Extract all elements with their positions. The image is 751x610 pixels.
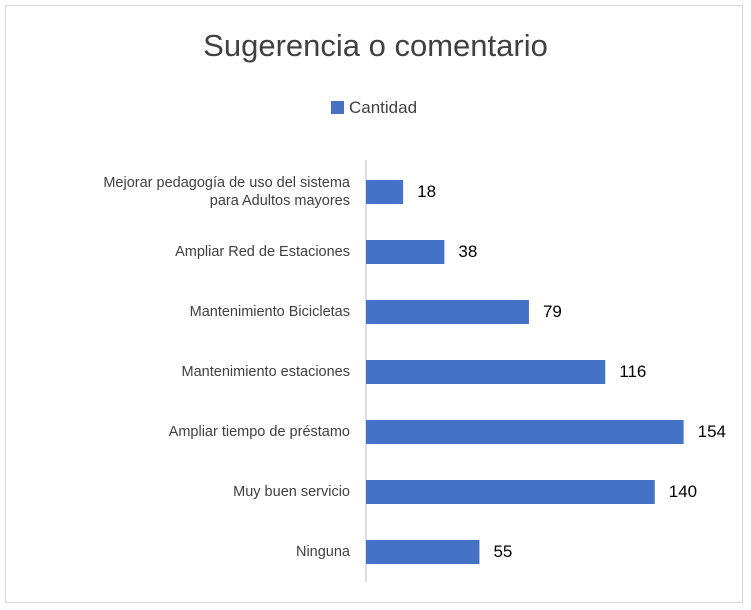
y-tick-label: Mantenimiento estaciones [181,364,350,380]
bar [366,420,684,444]
bar [366,300,529,324]
bar [366,180,404,204]
y-tick-label: Ninguna [295,544,350,560]
chart-frame [5,5,743,603]
bar [366,480,655,504]
legend-swatch [331,101,344,114]
bar [366,360,606,384]
y-tick-label: Ampliar Red de Estaciones [175,244,350,260]
legend-label: Cantidad [349,98,418,117]
bar [366,540,480,564]
data-label: 79 [542,302,562,321]
chart-title: Sugerencia o comentario [203,28,548,63]
y-tick-label: Muy buen servicio [233,484,350,500]
data-label: 154 [697,422,726,441]
data-label: 116 [619,362,647,381]
y-tick-label: Mejorar pedagogía de uso del sistema par… [103,175,350,209]
bar [366,240,445,264]
y-tick-label: Mantenimiento Bicicletas [189,304,350,320]
data-label: 55 [493,542,513,561]
y-tick-label: Ampliar tiempo de préstamo [168,424,350,440]
data-label: 140 [668,482,698,501]
data-label: 18 [417,182,437,201]
data-label: 38 [458,242,478,261]
